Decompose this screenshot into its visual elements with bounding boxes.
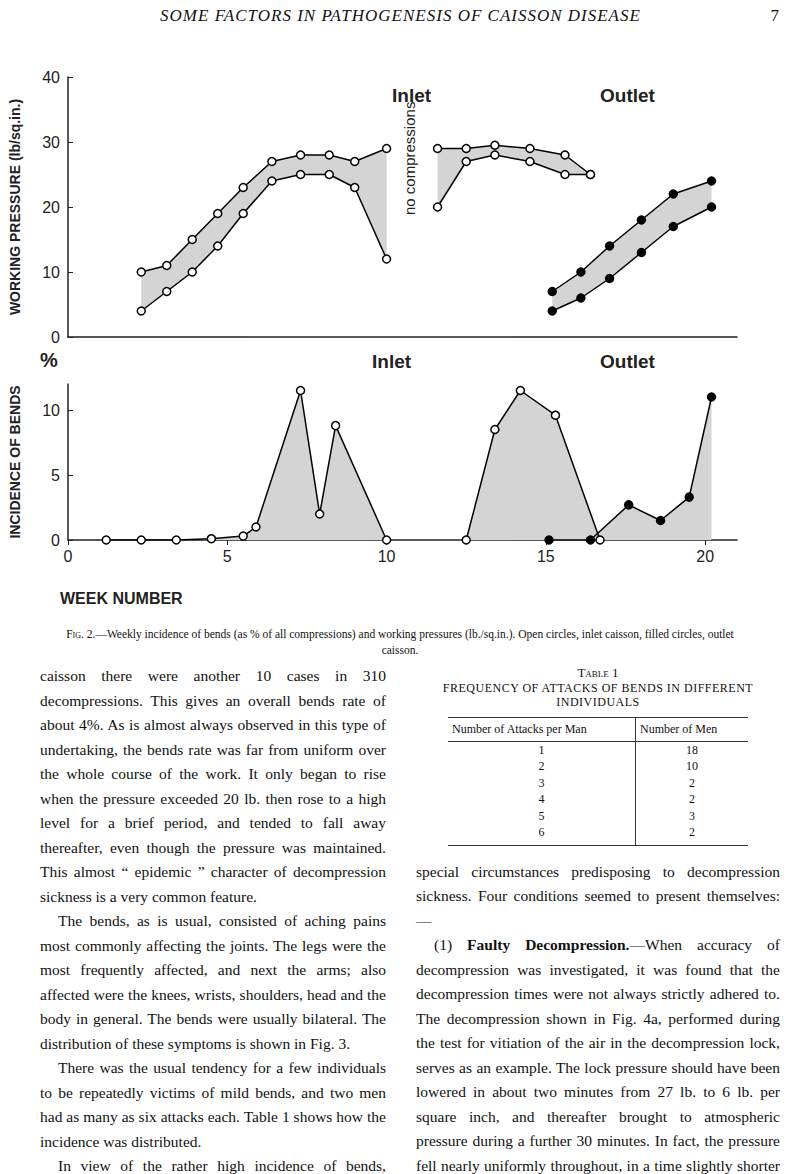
html-text:caisson there were another 10: caisson there were another 10 cases in 3… [40, 667, 386, 905]
html-text:5: 5 [538, 808, 545, 823]
html-text:FREQUENCY OF ATTACKS OF BENDS: FREQUENCY OF ATTACKS OF BENDS IN DIFFERE… [442, 681, 754, 709]
html-text:7: 7 [770, 6, 779, 25]
html-text:Fig. 2. —Weekly incidence of b: Fig. 2. —Weekly incidence of bends (as %… [66, 628, 734, 656]
svg-text:20: 20 [696, 548, 714, 565]
svg-text:INCIDENCE OF BENDS: INCIDENCE OF BENDS [7, 385, 23, 538]
svg-text:WORKING PRESSURE (lb/sq.in.): WORKING PRESSURE (lb/sq.in.) [7, 99, 23, 315]
svg-text:Outlet: Outlet [600, 85, 656, 106]
html-text:10: 10 [686, 759, 698, 773]
svg-text:0: 0 [64, 548, 73, 565]
svg-text:15: 15 [537, 548, 555, 565]
svg-text:5: 5 [223, 548, 232, 565]
html-text:1: 1 [538, 742, 545, 757]
html-text:SOME FACTORS IN PATHOGENESIS O: SOME FACTORS IN PATHOGENESIS OF CAISSON … [160, 6, 641, 25]
svg-text:20: 20 [42, 199, 60, 216]
svg-text:10: 10 [42, 402, 60, 419]
html-text:2: 2 [689, 825, 695, 839]
html-text:special circumstances predispo: special circumstances predisposing to de… [416, 862, 780, 929]
html-text:3: 3 [538, 775, 545, 790]
svg-text:WEEK NUMBER: WEEK NUMBER [60, 590, 183, 607]
html-text:2: 2 [689, 775, 695, 790]
svg-text:30: 30 [42, 134, 60, 151]
svg-text:Inlet: Inlet [392, 85, 432, 106]
svg-text:10: 10 [378, 548, 396, 565]
html-text:Number of Attacks per Man: Number of Attacks per Man [452, 722, 587, 736]
html-text:There was the usual tendency f: There was the usual tendency for a few i… [40, 1059, 386, 1150]
html-text:3: 3 [689, 808, 695, 823]
html-text:Number of Men: Number of Men [640, 722, 718, 736]
svg-text:0: 0 [51, 329, 60, 346]
html-text:Table 1: Table 1 [577, 665, 619, 680]
html-text:2: 2 [689, 792, 695, 806]
svg-text:Outlet: Outlet [600, 351, 656, 372]
svg-text:0: 0 [51, 532, 60, 549]
svg-text:5: 5 [51, 467, 60, 484]
svg-text:%: % [40, 349, 58, 371]
html-text:4: 4 [538, 792, 545, 806]
svg-text:no compressions: no compressions [401, 102, 418, 215]
html-text:2: 2 [538, 759, 545, 773]
html-text:The bends, as is usual, consis: The bends, as is usual, consisted of ach… [40, 912, 386, 1052]
svg-text:40: 40 [42, 69, 60, 86]
svg-text:10: 10 [42, 264, 60, 281]
html-text:18: 18 [686, 742, 698, 757]
html-text:6: 6 [538, 825, 545, 839]
html-text:(1) Faulty Decompression.: (1) Faulty Decompression. [434, 936, 630, 953]
svg-text:Inlet: Inlet [372, 351, 412, 372]
